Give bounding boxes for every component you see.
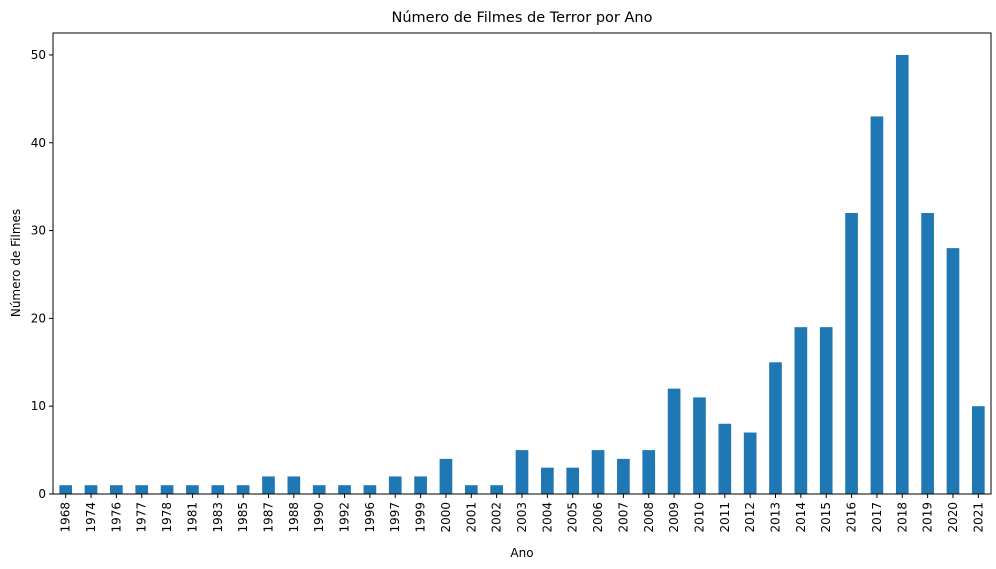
x-tick-label: 1977 [135, 502, 149, 533]
x-tick-label: 1988 [287, 502, 301, 533]
bar-1996 [363, 485, 377, 494]
bar-1985 [236, 485, 250, 494]
y-tick-label: 50 [31, 48, 46, 62]
x-tick-label: 2013 [769, 502, 783, 533]
bar-2011 [718, 423, 732, 494]
x-tick-label: 1990 [312, 502, 326, 533]
y-tick-label: 40 [31, 136, 46, 150]
bar-2000 [439, 458, 453, 494]
x-tick-label: 2000 [439, 502, 453, 533]
bar-1987 [262, 476, 275, 494]
x-tick-label: 2012 [743, 502, 757, 533]
x-tick-label: 2021 [971, 502, 985, 533]
bar-2001 [464, 485, 478, 494]
x-tick-label: 1996 [363, 502, 377, 533]
x-tick-label: 1976 [109, 502, 123, 533]
x-tick-label: 2008 [642, 502, 656, 533]
bar-1983 [211, 485, 225, 494]
chart-title: Número de Filmes de Terror por Ano [392, 10, 653, 26]
x-tick-label: 1999 [414, 502, 428, 533]
bar-1990 [312, 485, 326, 494]
y-tick-label: 30 [31, 224, 46, 238]
bar-2003 [515, 450, 529, 494]
x-tick-label: 1987 [261, 502, 275, 533]
bar-2015 [819, 327, 833, 494]
bar-1981 [186, 485, 199, 494]
bar-2008 [642, 450, 656, 494]
bar-2005 [566, 467, 580, 494]
x-tick-label: 2015 [819, 502, 833, 533]
y-tick-label: 20 [31, 311, 46, 325]
y-axis-label: Número de Filmes [9, 209, 23, 317]
bar-2019 [921, 213, 934, 494]
bar-2002 [490, 485, 503, 494]
x-tick-label: 1983 [211, 502, 225, 533]
y-tick-label: 0 [38, 487, 46, 501]
bar-1997 [388, 476, 402, 494]
x-tick-label: 2011 [718, 502, 732, 533]
x-tick-label: 2014 [794, 502, 808, 533]
x-tick-label: 2006 [591, 502, 605, 533]
bars-group [59, 54, 985, 495]
bar-2018 [895, 54, 909, 494]
x-tick-label: 1997 [388, 502, 402, 533]
bar-2021 [971, 406, 985, 494]
bar-2009 [667, 388, 681, 494]
x-tick-label: 1974 [84, 502, 98, 533]
x-tick-label: 2018 [895, 502, 909, 533]
y-axis-ticks: 0 10 20 30 40 50 [31, 48, 53, 501]
x-tick-label: 2010 [692, 502, 706, 533]
bar-2007 [617, 458, 630, 494]
bar-2013 [769, 362, 782, 494]
x-tick-label: 1968 [59, 502, 73, 533]
bar-1992 [338, 485, 351, 494]
bar-1978 [160, 485, 174, 494]
bar-1977 [135, 485, 149, 494]
bar-2020 [946, 248, 960, 494]
x-tick-label: 2019 [921, 502, 935, 533]
bar-2017 [870, 116, 884, 495]
bar-2012 [743, 432, 757, 494]
x-tick-label: 2002 [490, 502, 504, 533]
x-tick-label: 2004 [540, 502, 554, 533]
bar-2010 [693, 397, 706, 494]
bar-2016 [845, 213, 858, 494]
bar-2014 [794, 327, 808, 494]
x-tick-label: 1978 [160, 502, 174, 533]
bar-2004 [541, 467, 554, 494]
x-tick-label: 1981 [185, 502, 199, 533]
x-tick-label: 2009 [667, 502, 681, 533]
x-tick-label: 2016 [845, 502, 859, 533]
x-axis-ticks: 1968 1974 1976 1977 1978 1981 1983 1985 1987 1988… [59, 494, 985, 533]
y-tick-label: 10 [31, 399, 46, 413]
x-tick-label: 2001 [464, 502, 478, 533]
bar-1974 [84, 485, 98, 494]
plot-frame [52, 32, 992, 495]
bar-1976 [110, 485, 123, 494]
bar-1988 [287, 476, 301, 494]
x-axis-label: Ano [510, 546, 533, 560]
bar-2006 [591, 450, 605, 494]
bar-1999 [414, 476, 427, 494]
x-tick-label: 1985 [236, 502, 250, 533]
bar-1968 [59, 485, 73, 494]
x-tick-label: 2003 [515, 502, 529, 533]
x-tick-label: 1992 [338, 502, 352, 533]
x-tick-label: 2007 [616, 502, 630, 533]
x-tick-label: 2020 [946, 502, 960, 533]
x-tick-label: 2017 [870, 502, 884, 533]
x-tick-label: 2005 [566, 502, 580, 533]
